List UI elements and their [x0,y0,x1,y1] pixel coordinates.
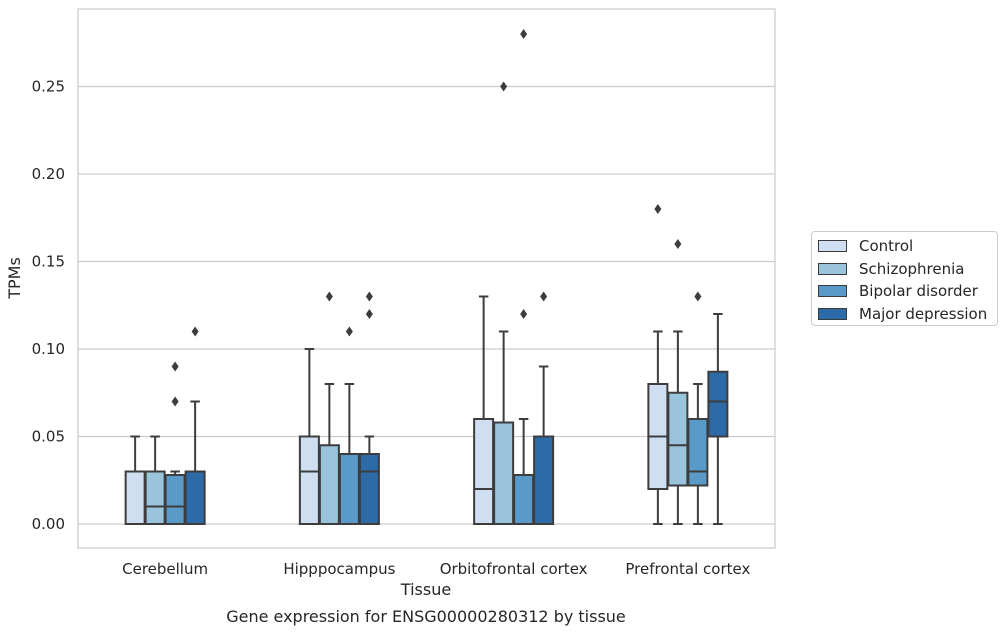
box-plot [687,291,709,525]
box-plot [707,313,729,525]
boxes [124,29,729,525]
outlier-point [365,309,373,319]
y-tick-label: 0.15 [32,253,65,271]
x-tick-label: Prefrontal cortex [625,560,750,578]
legend-item: Bipolar disorder [818,280,991,303]
legend-label: Schizophrenia [859,259,965,278]
y-tick-label: 0.25 [32,78,65,96]
box-plot [318,291,340,525]
box [687,418,709,487]
box [493,421,515,525]
box-plot [124,435,146,525]
y-tick-label: 0.10 [32,340,65,358]
outlier-point [694,291,702,302]
box [338,453,360,525]
box [667,391,689,487]
box [358,453,380,525]
x-tick-label: Cerebellum [122,560,208,578]
x-tick-labels: Cerebellum Hipppocampus Orbitofrontal cort… [122,560,750,578]
box [473,418,495,525]
box [124,470,146,525]
outlier-point [520,309,528,319]
legend-label: Control [859,237,914,256]
box [164,474,186,525]
box-plot [533,291,555,525]
legend-item: Control [818,235,991,258]
outlier-point [191,326,199,337]
legend: Control Schizophrenia Bipolar disorder M… [811,231,998,326]
outlier-point [540,291,548,302]
box [298,435,320,525]
y-tick-labels: 0.00 0.05 0.10 0.15 0.20 0.25 [32,78,65,534]
outlier-point [365,291,373,302]
y-tick-label: 0.20 [32,165,65,183]
outlier-point [674,239,682,249]
box [707,370,729,438]
legend-swatch [818,307,847,320]
box [318,444,340,525]
outlier-point [520,29,528,39]
box-plot [667,239,689,525]
outlier-point [345,326,353,337]
outlier-point [171,396,179,407]
box [533,435,555,525]
y-tick-label: 0.00 [32,515,65,533]
box-plot [513,29,535,525]
x-axis-label: Tissue [400,580,451,599]
box [184,470,206,525]
x-tick-label: Hipppocampus [283,560,395,578]
chart-title: Gene expression for ENSG00000280312 by t… [226,607,626,626]
outlier-point [325,291,333,302]
y-tick-label: 0.05 [32,428,65,446]
plot-frame [77,8,776,549]
legend-label: Major depression [859,304,988,323]
box [513,474,535,525]
box-plot [164,361,186,525]
legend-swatch [818,285,847,298]
box-plot [358,291,380,525]
box [144,470,166,525]
legend-label: Bipolar disorder [859,282,978,301]
box-plot [144,435,166,525]
y-axis-label: TPMs [5,257,24,300]
box-plot [473,295,495,525]
legend-swatch [818,262,847,275]
legend-item: Major depression [818,303,991,326]
outlier-point [654,204,662,214]
legend-item: Schizophrenia [818,258,991,281]
x-tick-label: Orbitofrontal cortex [440,560,588,578]
box-plot [338,326,360,525]
box-plot [298,348,320,525]
box-plot [184,326,206,525]
box-plot [493,81,515,525]
box-plot [647,204,669,525]
outlier-point [171,361,179,372]
legend-swatch [818,240,847,253]
outlier-point [500,81,508,92]
